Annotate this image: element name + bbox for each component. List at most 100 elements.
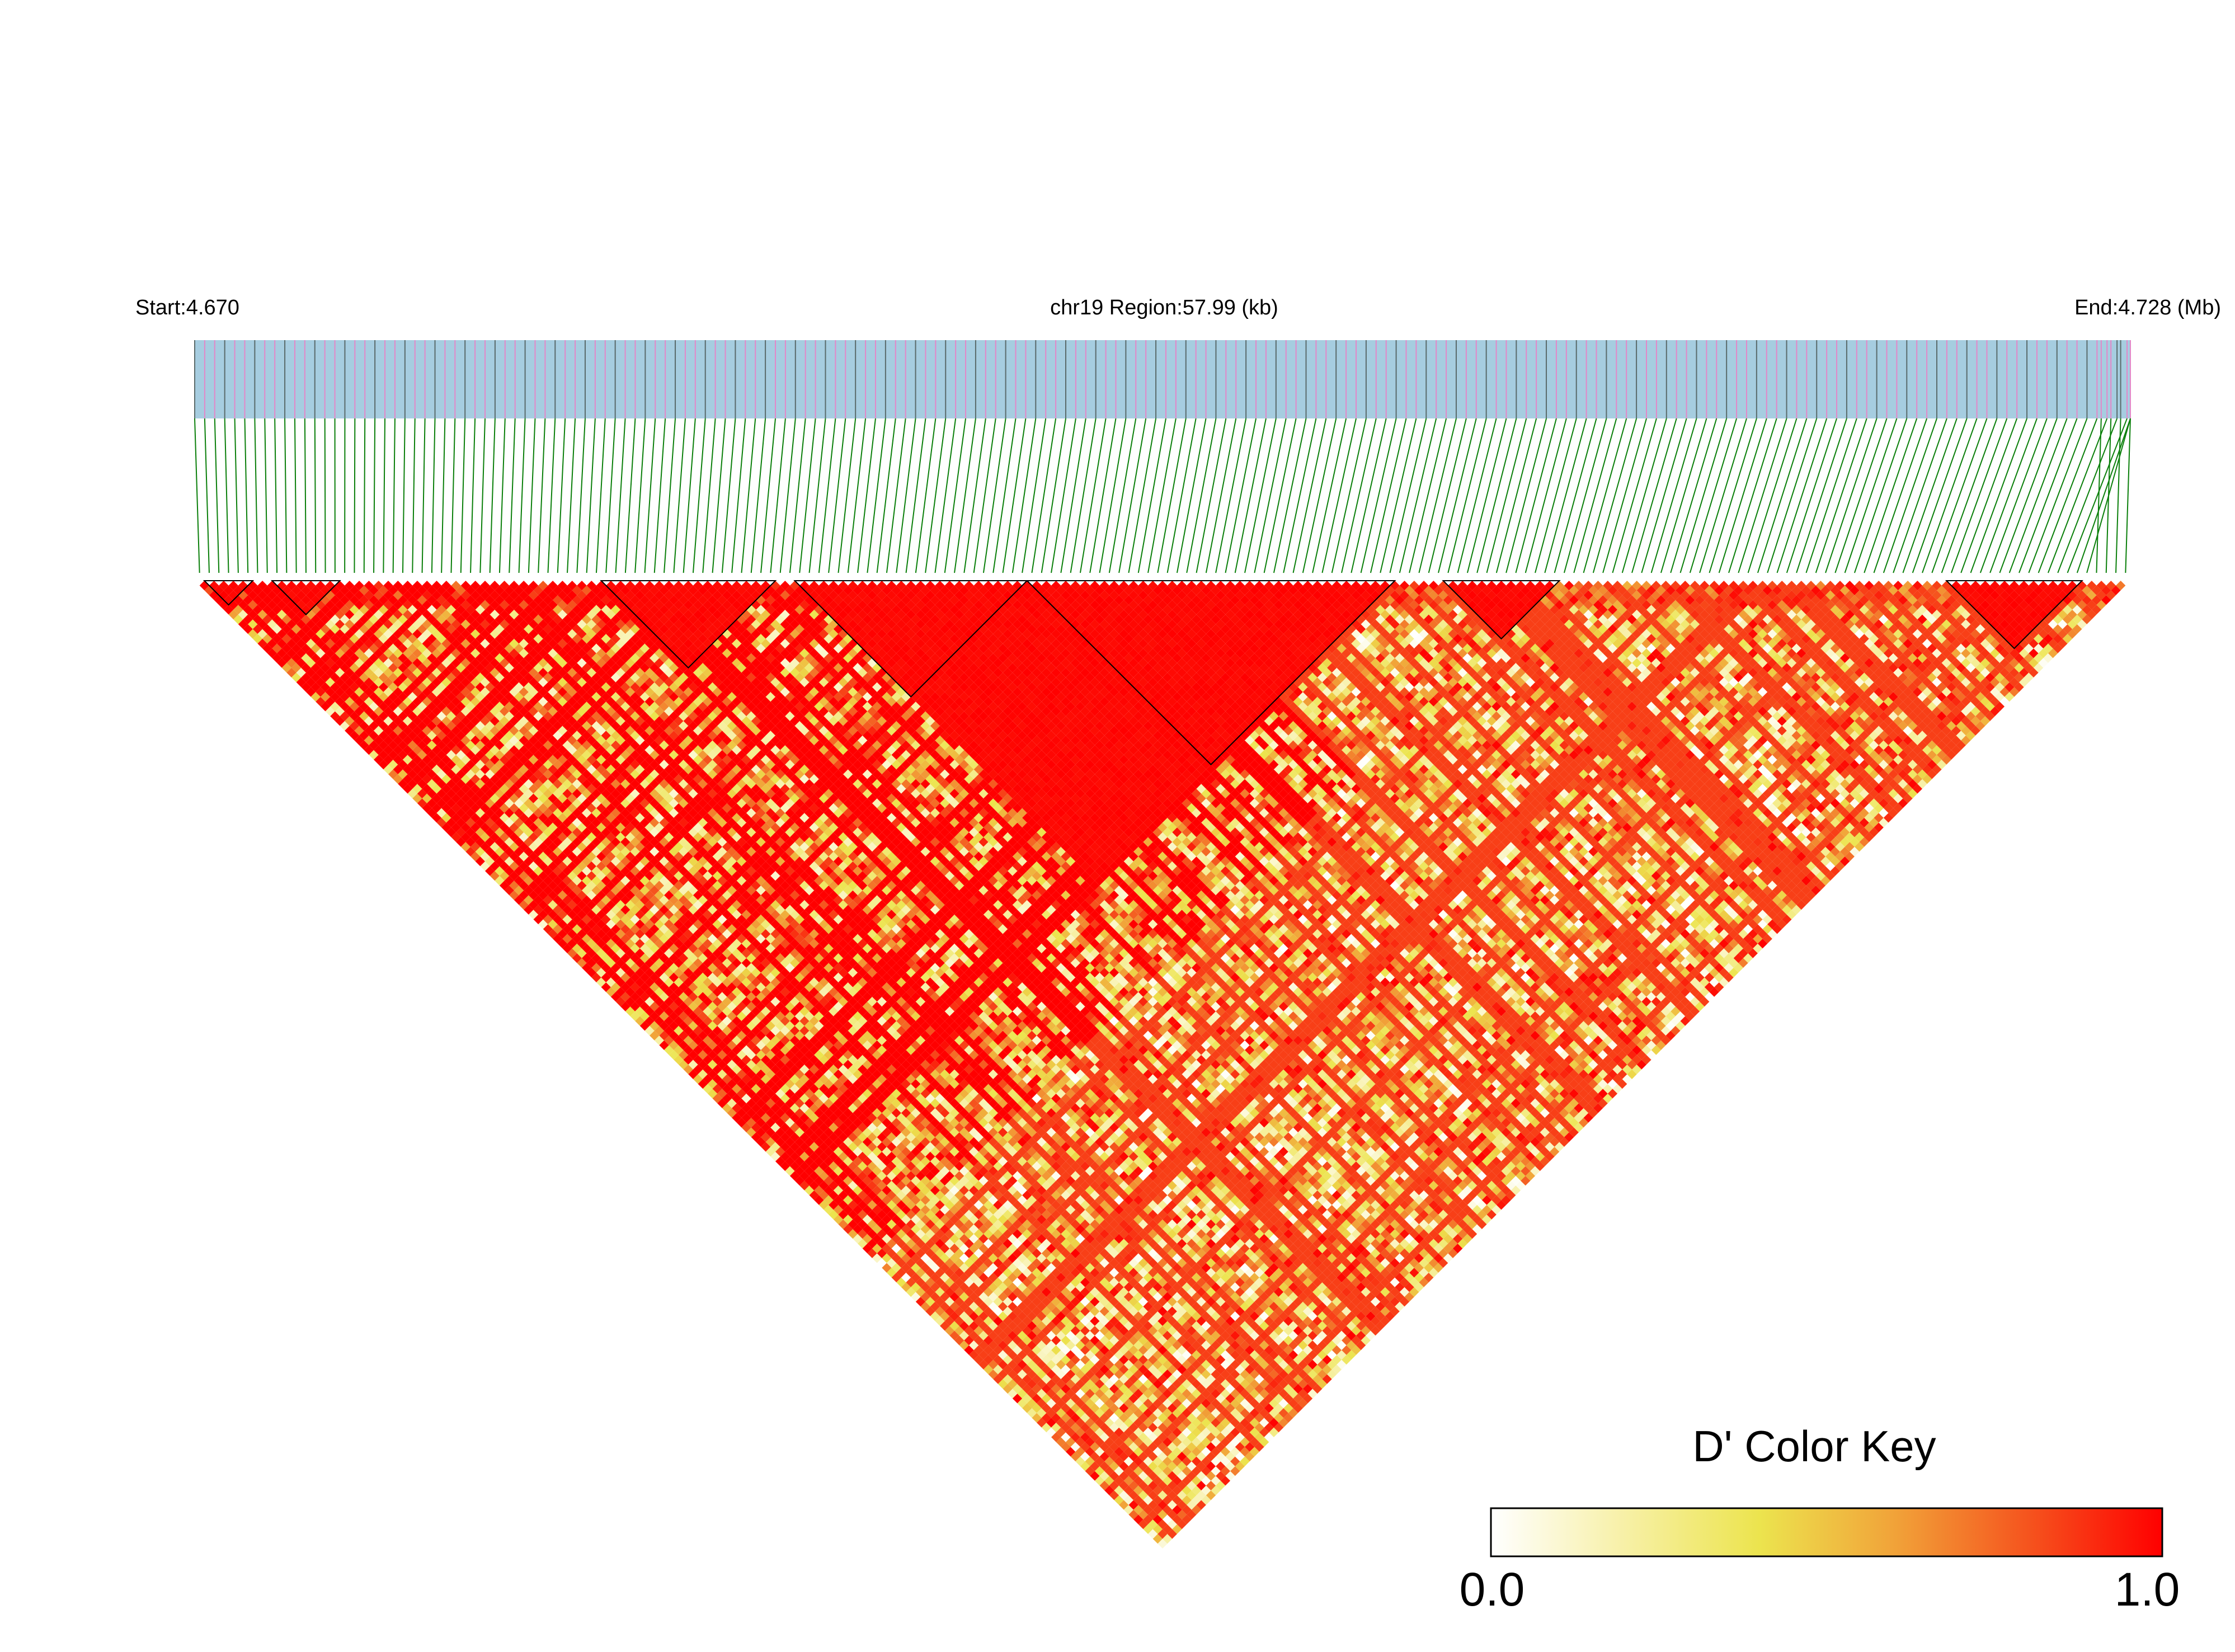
ld-cell [388,769,398,779]
ld-cell [615,968,625,978]
ld-cell [1066,1437,1076,1447]
ld-cell [703,1065,713,1075]
ld-cell [1099,1471,1109,1481]
snp-connector [234,418,239,573]
ld-cell [741,1113,751,1123]
ld-cell [1027,1398,1037,1409]
snp-connector [576,418,586,573]
ld-cell [296,667,306,677]
ld-cell [340,691,350,702]
ld-cell [983,1364,994,1375]
ld-cell [325,706,335,717]
ld-cell [785,1147,795,1157]
ld-cell [824,1204,834,1215]
ld-cell [1085,1427,1095,1438]
ld-cell [639,992,650,1002]
ld-cell [824,1175,834,1186]
ld-cell [374,755,384,765]
ld-cell [586,939,596,949]
ld-cell [872,1215,882,1225]
ld-cell [402,745,413,755]
ld-cell [940,1321,950,1331]
ld-cell [886,1229,897,1239]
ld-cell [1037,1418,1047,1428]
ld-cell [267,638,277,649]
ld-cell [1090,1452,1100,1462]
region-end-label: End:4.728 (Mb) [2074,296,2221,319]
snp-connector [2057,418,2118,573]
ld-cell [872,1244,882,1254]
snp-connector [624,418,636,573]
ld-cell [262,634,272,644]
ld-cell [1008,1389,1018,1399]
ld-cell [920,1263,930,1273]
ld-cell [615,977,625,987]
ld-cell [485,837,495,847]
ld-cell [1148,1529,1158,1539]
ld-cell [533,895,543,905]
ld-cell [644,977,655,987]
ld-cell [654,1025,665,1036]
ld-cell [954,1326,964,1336]
ld-cell [838,1171,848,1181]
ld-cell [388,721,398,731]
snp-connector [644,418,656,573]
ld-cell [248,619,258,629]
snp-connector [1476,418,1517,573]
ld-cell [495,876,505,886]
ld-cell [562,895,572,905]
ld-cell [930,1311,940,1321]
ld-cell [586,968,596,978]
ld-cell [427,769,437,779]
ld-cell [490,861,500,871]
ld-cell [422,793,432,803]
ld-cell [557,929,568,939]
ld-cell [1061,1442,1071,1452]
ld-cell [944,1306,955,1316]
ld-cell [664,1045,674,1055]
snp-connector [857,418,876,573]
snp-connector [982,418,1006,573]
ld-cell [1051,1432,1061,1442]
snp-connector [1011,418,1037,573]
ld-cell [1114,1466,1124,1476]
ld-cell [1003,1355,1013,1365]
ld-cell [610,982,621,992]
ld-cell [310,653,321,663]
ld-cell [596,968,606,978]
ld-cell [393,774,403,784]
ld-cell [519,900,529,910]
ld-cell [446,788,457,799]
ld-cell [988,1340,998,1350]
ld-cell [833,1175,844,1186]
snp-connector [431,418,436,573]
ld-cell [761,1103,771,1113]
ld-cell [320,691,331,702]
snp-connector [1767,418,1818,573]
ld-cell [349,691,360,702]
snp-connector [1728,418,1777,573]
ld-cell [490,842,500,852]
ld-cell [824,1156,834,1166]
ld-cell [533,885,543,896]
ld-cell [858,1190,868,1201]
snp-connector [1447,418,1487,573]
ld-cell [615,996,625,1007]
ld-cell [388,740,398,750]
ld-cell [460,832,471,843]
ld-cell [858,1219,868,1230]
ld-cell [1133,1476,1144,1486]
ld-cell [818,1200,829,1210]
ld-cell [727,1089,737,1099]
ld-cell [509,851,519,862]
ld-cell [993,1335,1003,1345]
ld-cell [567,910,577,920]
ld-cell [610,963,621,973]
ld-cell [528,910,539,920]
ld-cell [761,1113,771,1123]
ld-cell [906,1239,916,1249]
snp-position-ticks [194,340,2131,418]
ld-cell [301,682,311,692]
ld-cell [809,1151,819,1161]
ld-cell [446,817,457,828]
